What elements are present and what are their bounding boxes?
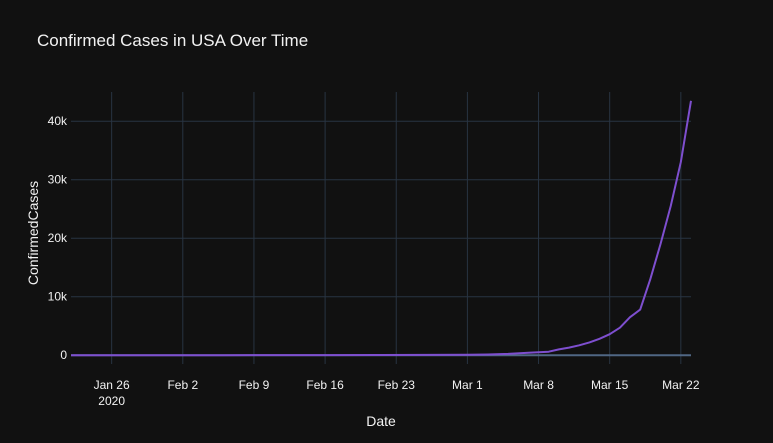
x-tick-label: Feb 16 xyxy=(306,378,344,392)
y-tick-label: 20k xyxy=(48,231,68,245)
x-tick-label: Mar 15 xyxy=(591,378,629,392)
x-tick-label: Feb 9 xyxy=(239,378,270,392)
chart-title: Confirmed Cases in USA Over Time xyxy=(37,31,308,50)
y-tick-label: 30k xyxy=(48,173,68,187)
x-tick-label: Mar 22 xyxy=(662,378,700,392)
x-tick-label: Mar 8 xyxy=(523,378,554,392)
x-tick-label: Feb 23 xyxy=(378,378,416,392)
y-axis-ticks: 0 10k 20k 30k 40k xyxy=(48,114,68,362)
x-tick-label: Mar 1 xyxy=(452,378,483,392)
grid xyxy=(71,92,691,364)
x-tick-label: Jan 26 xyxy=(94,378,130,392)
y-tick-label: 0 xyxy=(60,348,67,362)
x-axis-ticks: Jan 26 2020 Feb 2 Feb 9 Feb 16 Feb 23 Mar 1 Mar… xyxy=(94,378,700,408)
series-line xyxy=(71,100,692,357)
x-axis-title: Date xyxy=(366,413,396,429)
y-tick-label: 10k xyxy=(48,290,68,304)
y-axis-title: ConfirmedCases xyxy=(25,181,41,285)
x-tick-label: Feb 2 xyxy=(167,378,198,392)
series-layer xyxy=(71,100,692,357)
y-tick-label: 40k xyxy=(48,114,68,128)
x-tick-sublabel: 2020 xyxy=(98,394,125,408)
